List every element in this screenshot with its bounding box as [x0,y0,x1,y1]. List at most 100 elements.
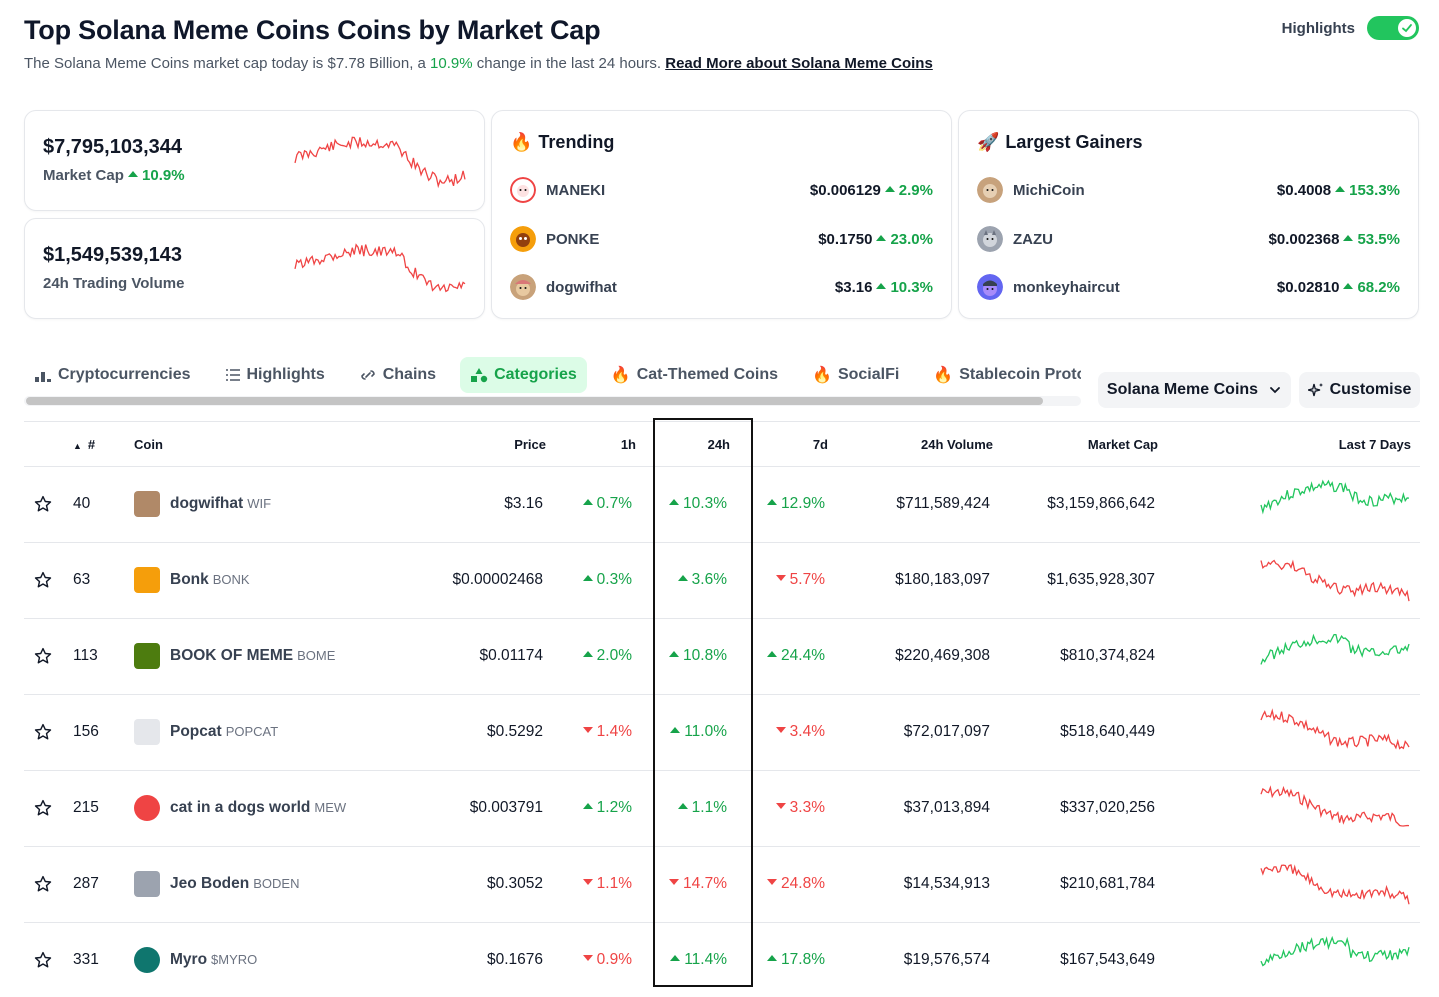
market-cap-cell: $1,635,928,307 [1047,571,1155,588]
coin-symbol: MEW [314,800,347,815]
star-icon[interactable] [34,495,52,513]
24h-header[interactable]: 24h [707,437,730,452]
maneki-logo-icon [510,177,536,203]
volume-card: $1,549,539,143 24h Trading Volume [24,218,485,319]
up-arrow-icon [876,282,887,289]
coin-name-text: BOOK OF MEME [170,647,294,664]
table-row[interactable]: 287 Jeo Boden BODEN $0.3052 1.1% 14.7% 24… [24,847,1420,923]
24h-change-cell: 1.1% [677,799,727,817]
down-arrow-icon [669,878,680,885]
market-cap-cell: $518,640,449 [1060,723,1155,740]
coin-cell[interactable]: BOOK OF MEME BOME [134,643,335,669]
24h-change-cell: 3.6% [677,571,727,589]
last-7-days-sparkline [1260,935,1410,967]
coin-header[interactable]: Coin [134,437,163,452]
trending-item-price: $0.006129 [809,181,881,199]
up-arrow-icon [669,650,680,657]
star-icon[interactable] [34,571,52,589]
7d-change-cell: 3.4% [775,723,825,741]
1h-change-cell: 0.3% [582,571,632,589]
7d-change-cell: 5.7% [775,571,825,589]
table-row[interactable]: 63 Bonk BONK $0.00002468 0.3% 3.6% 5.7% $… [24,543,1420,619]
trending-item[interactable]: MANEKI $0.006129 2.9% [510,176,933,204]
tabs-scrollbar-thumb[interactable] [26,397,1043,405]
coin-name: dogwifhat WIF [170,495,271,513]
7d-header[interactable]: 7d [812,437,828,452]
table-row[interactable]: 215 cat in a dogs world MEW $0.003791 1.2… [24,771,1420,847]
subtitle-suffix: change in the last 24 hours. [476,55,662,72]
tabs-scrollbar[interactable] [24,396,1081,406]
coin-symbol: BODEN [253,876,300,891]
price-cell: $0.00002468 [452,571,543,588]
rank-cell: 287 [73,875,99,892]
7d-change-cell: 3.3% [775,799,825,817]
1h-header[interactable]: 1h [620,437,636,452]
gainer-item[interactable]: monkeyhaircut $0.02810 68.2% [977,273,1400,301]
up-arrow-icon [677,802,688,809]
gainer-item[interactable]: MichiCoin $0.4008 153.3% [977,176,1400,204]
last-7-days-sparkline [1260,479,1410,515]
coin-cell[interactable]: Jeo Boden BODEN [134,871,299,897]
star-icon[interactable] [34,647,52,665]
sort-rank-header[interactable]: ▲ # [73,437,95,452]
volume-header[interactable]: 24h Volume [920,437,993,452]
volume-cell: $19,576,574 [903,951,990,968]
trending-item[interactable]: dogwifhat $3.16 10.3% [510,273,933,301]
coin-cell[interactable]: dogwifhat WIF [134,491,271,517]
subtitle-prefix: The Solana Meme Coins market cap today i… [24,55,426,72]
star-icon[interactable] [34,799,52,817]
coin-symbol: WIF [247,496,272,511]
coin-cell[interactable]: Popcat POPCAT [134,719,278,745]
coin-cell[interactable]: Myro $MYRO [134,947,257,973]
volume-cell: $37,013,894 [903,799,990,816]
coin-logo-icon [134,871,160,897]
trending-item-change: 10.3% [876,279,933,296]
category-dropdown[interactable]: Solana Meme Coins [1098,372,1291,408]
up-arrow-icon [670,954,681,961]
tab-cryptocurrencies[interactable]: Cryptocurrencies [24,357,201,393]
coin-name: cat in a dogs world MEW [170,799,346,817]
tab-highlights[interactable]: Highlights [215,357,335,393]
change-value: 12.9% [781,495,825,512]
star-icon[interactable] [34,723,52,741]
price-header[interactable]: Price [514,437,546,452]
gainer-item-change: 68.2% [1343,279,1400,296]
coin-cell[interactable]: cat in a dogs world MEW [134,795,346,821]
table-row[interactable]: 156 Popcat POPCAT $0.5292 1.4% 11.0% 3.4%… [24,695,1420,771]
up-arrow-icon [1343,234,1354,241]
read-more-link[interactable]: Read More about Solana Meme Coins [665,55,933,72]
tab-label: Stablecoin Proto [959,366,1081,383]
change-value: 0.7% [596,495,632,512]
tab-socialfi[interactable]: 🔥 SocialFi [802,357,909,393]
star-icon[interactable] [34,951,52,969]
price-cell: $0.3052 [486,875,543,892]
coins-table: ▲ # Coin Price 1h 24h 7d 24h Volume Marke… [24,421,1420,997]
tab-stablecoin-protocols[interactable]: 🔥 Stablecoin Proto [923,357,1081,393]
change-value: 10.8% [683,647,727,664]
up-arrow-icon [582,802,593,809]
trending-item[interactable]: PONKE $0.1750 23.0% [510,225,933,253]
price-cell: $0.01174 [479,647,544,664]
star-icon[interactable] [34,875,52,893]
gainer-item[interactable]: ZAZU $0.002368 53.5% [977,225,1400,253]
tab-categories[interactable]: Categories [460,357,587,393]
table-row[interactable]: 331 Myro $MYRO $0.1676 0.9% 11.4% 17.8% $… [24,923,1420,997]
market-cap-header[interactable]: Market Cap [1087,437,1158,452]
tab-chains[interactable]: Chains [349,357,446,393]
up-arrow-icon [1343,282,1354,289]
last-7-days-sparkline [1260,864,1410,905]
trending-item-price: $0.1750 [818,230,873,248]
trending-item-name: MANEKI [546,181,606,199]
coin-cell[interactable]: Bonk BONK [134,567,250,593]
1h-change-cell: 2.0% [582,647,632,665]
zazu-logo-icon [977,226,1003,252]
customise-button[interactable]: Customise [1299,372,1420,408]
fire-icon: 🔥 [510,132,533,152]
market-cap-cell: $3,159,866,642 [1047,495,1155,512]
tab-cat-themed-coins[interactable]: 🔥 Cat-Themed Coins [601,357,788,393]
table-row[interactable]: 113 BOOK OF MEME BOME $0.01174 2.0% 10.8%… [24,619,1420,695]
highlights-toggle[interactable] [1367,16,1419,40]
volume-cell: $72,017,097 [903,723,990,740]
table-row[interactable]: 40 dogwifhat WIF $3.16 0.7% 10.3% 12.9% $… [24,467,1420,543]
trending-card: 🔥 Trending MANEKI $0.006129 2.9% PONKE $… [491,110,952,319]
